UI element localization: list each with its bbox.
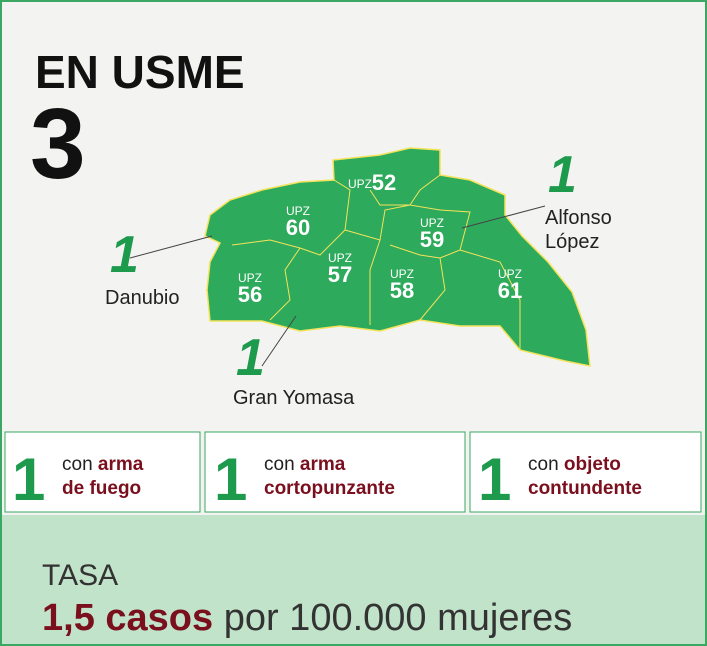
callout-count: 1	[236, 329, 265, 387]
leader-line	[129, 235, 213, 259]
weapon-kind: objeto	[564, 454, 621, 475]
upz-number: 60	[286, 215, 310, 240]
weapon-line: con arma	[62, 454, 144, 475]
weapon-kind: cortopunzante	[264, 478, 395, 499]
leader-line	[461, 205, 546, 229]
rate-unit: por 100.000 mujeres	[224, 597, 573, 639]
upz-prefix: UPZ	[328, 251, 352, 265]
rate-panel	[2, 515, 705, 644]
upz-number: 58	[390, 278, 414, 303]
weapon-kind: arma	[98, 454, 144, 475]
callout-name: Gran Yomasa	[233, 387, 355, 409]
upz-prefix: UPZ	[286, 204, 310, 218]
weapon-kind: contundente	[528, 478, 642, 499]
weapon-count: 1	[214, 446, 247, 513]
upz-number: 57	[328, 262, 352, 287]
upz-number: 59	[420, 227, 444, 252]
callout-count: 1	[548, 146, 577, 204]
upz-number: 52	[372, 170, 396, 195]
upz-number: 61	[498, 278, 522, 303]
callout-name: López	[545, 231, 600, 253]
weapon-box	[204, 431, 466, 513]
weapon-box	[469, 431, 702, 513]
weapon-line: con arma	[264, 454, 346, 475]
weapon-prefix: con	[62, 454, 93, 475]
rate-label: TASA	[42, 559, 118, 592]
upz-prefix: UPZ	[498, 267, 522, 281]
title: EN USME	[35, 46, 245, 98]
map-shape	[204, 147, 591, 367]
weapon-count: 1	[12, 446, 45, 513]
weapon-kind: de fuego	[62, 478, 141, 499]
weapon-prefix: con	[264, 454, 295, 475]
leader-line	[261, 315, 297, 367]
upz-borders	[231, 174, 521, 350]
map	[204, 147, 591, 367]
weapon-kind: arma	[300, 454, 346, 475]
rate-line: 1,5 casos por 100.000 mujeres	[42, 597, 572, 639]
upz-prefix: UPZ	[420, 216, 444, 230]
weapon-box	[4, 431, 201, 513]
callout-name: Danubio	[105, 287, 180, 309]
weapon-count: 1	[478, 446, 511, 513]
weapon-line: con objeto	[528, 454, 621, 475]
callout-name: Alfonso	[545, 207, 612, 229]
upz-number: 56	[238, 282, 262, 307]
callout-count: 1	[110, 226, 139, 284]
rate-value: 1,5 casos	[42, 597, 213, 639]
upz-prefix: UPZ	[390, 267, 414, 281]
upz-prefix: UPZ	[348, 177, 372, 191]
weapon-prefix: con	[528, 454, 559, 475]
upz-prefix: UPZ	[238, 271, 262, 285]
total: 3	[30, 88, 86, 200]
